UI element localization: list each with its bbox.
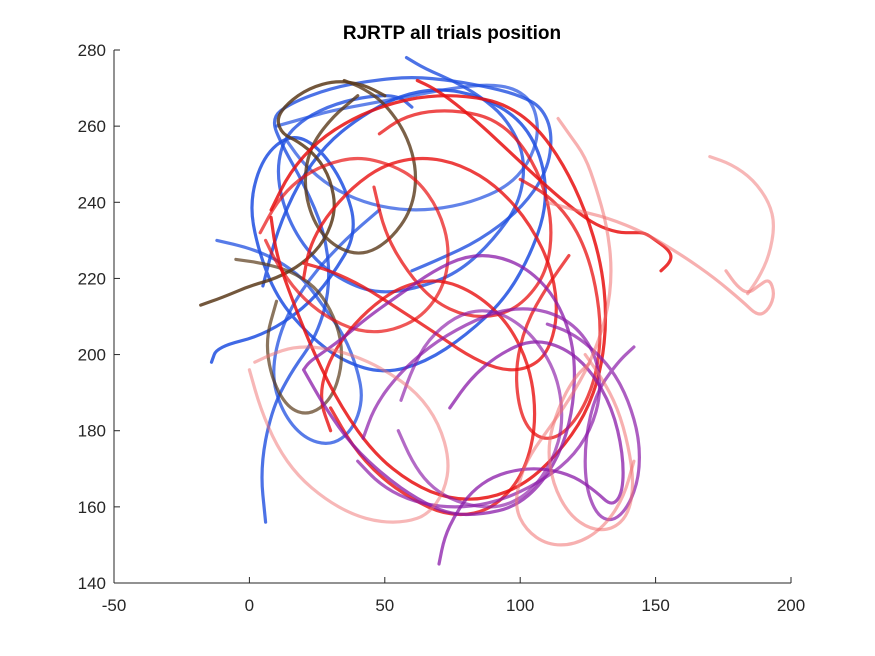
x-tick-label: 100: [506, 596, 534, 615]
y-tick-label: 240: [78, 193, 106, 212]
chart-title: RJRTP all trials position: [343, 23, 561, 44]
trial-trace-6: [199, 80, 387, 307]
trial-trace-16: [302, 254, 576, 517]
trial-trace-20: [396, 309, 564, 509]
y-tick-label: 220: [78, 269, 106, 288]
trial-trace-1: [209, 88, 547, 373]
trial-trace-13: [515, 177, 602, 440]
x-tick-label: 150: [641, 596, 669, 615]
trial-trace-25: [547, 353, 635, 532]
trial-trace-22: [545, 200, 775, 316]
x-tick-label: 50: [375, 596, 394, 615]
y-tick-label: 180: [78, 422, 106, 441]
x-tick-label: -50: [102, 596, 127, 615]
y-tick-label: 160: [78, 498, 106, 517]
trial-trace-18: [356, 307, 602, 509]
x-tick-label: 200: [777, 596, 805, 615]
trial-trace-14: [258, 156, 450, 334]
trial-trace-12: [320, 279, 537, 517]
trial-trace-8: [234, 257, 344, 415]
y-tick-label: 140: [78, 574, 106, 593]
trial-trace-4: [215, 208, 381, 445]
y-tick-label: 280: [78, 41, 106, 60]
trial-trace-23: [708, 155, 775, 296]
trial-trace-10: [415, 78, 673, 273]
trial-trace-24: [247, 345, 450, 524]
trial-trace-11: [302, 156, 558, 372]
series-layer: [199, 56, 775, 566]
trial-trace-21: [515, 116, 636, 547]
x-ticks: -50 0 50 100 150 200: [102, 577, 805, 615]
trial-trace-15: [372, 109, 553, 319]
y-tick-label: 200: [78, 346, 106, 365]
trial-trace-5: [274, 83, 539, 212]
trial-trace-2: [260, 76, 553, 524]
plot-area: [199, 56, 775, 566]
axes: -50 0 50 100 150 200 140 160 180 200 220 240 260 280: [78, 41, 806, 615]
y-ticks: 140 160 180 200 220 240 260 280: [78, 41, 120, 593]
x-tick-label: 0: [245, 596, 254, 615]
y-tick-label: 260: [78, 117, 106, 136]
trial-trace-19: [545, 322, 641, 522]
